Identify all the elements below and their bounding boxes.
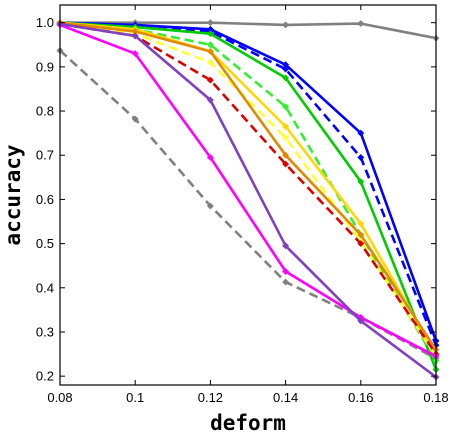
data-point (282, 74, 290, 82)
data-point (131, 32, 139, 40)
data-point (206, 96, 214, 104)
y-tick-label: 0.3 (36, 324, 54, 339)
series-line (59, 23, 437, 358)
data-point (206, 153, 214, 161)
y-tick-label: 1.0 (36, 15, 54, 30)
data-point (131, 50, 139, 58)
data-point (357, 129, 365, 137)
series-line (60, 21, 437, 40)
data-point (357, 240, 365, 248)
series-line (59, 21, 438, 351)
data-point (206, 76, 214, 84)
data-point (357, 317, 365, 325)
data-point (357, 153, 365, 161)
data-point (357, 220, 365, 228)
data-point (282, 160, 290, 168)
series-line (59, 21, 438, 342)
data-point (357, 20, 365, 28)
y-tick-label: 0.5 (36, 236, 54, 251)
x-axis-title: deform (210, 411, 286, 435)
series-line (59, 21, 438, 355)
x-tick-label: 0.12 (198, 390, 223, 405)
series-line (59, 21, 438, 370)
data-point (206, 19, 214, 27)
y-tick-label: 0.6 (36, 192, 54, 207)
y-tick-label: 0.7 (36, 148, 54, 163)
data-point (357, 178, 365, 186)
x-tick-label: 0.16 (348, 390, 373, 405)
data-point (206, 30, 214, 38)
series-2 (56, 46, 440, 363)
data-point (206, 47, 214, 55)
series-3 (56, 19, 440, 345)
data-point (206, 202, 214, 210)
data-point (282, 278, 290, 286)
data-point (282, 65, 290, 73)
series-layer (56, 19, 440, 381)
series-9 (56, 19, 440, 354)
series-4 (56, 19, 440, 349)
series-1 (56, 19, 440, 42)
data-point (282, 151, 290, 159)
data-point (131, 115, 139, 123)
series-line (59, 22, 438, 358)
data-point (282, 103, 290, 111)
series-line (59, 49, 437, 360)
series-line (59, 22, 438, 362)
series-5 (56, 19, 440, 374)
y-tick-label: 0.4 (36, 280, 54, 295)
data-point (206, 58, 214, 66)
data-point (282, 242, 290, 250)
series-12 (56, 20, 440, 381)
series-line (59, 22, 438, 355)
y-tick-label: 0.2 (36, 369, 54, 384)
x-tick-label: 0.18 (423, 390, 448, 405)
x-tick-label: 0.14 (273, 390, 298, 405)
data-point (282, 134, 290, 142)
y-axis-title: accuracy (1, 144, 25, 246)
series-line (59, 22, 437, 379)
plot-frame (59, 4, 437, 386)
data-point (357, 231, 365, 239)
ticks-layer: 0.08 0.1 0.12 0.14 0.16 0.18 0.2 0.3 0.4 0.5 0.6 0.… (36, 5, 449, 405)
data-point (282, 122, 290, 131)
data-point (282, 21, 290, 29)
y-tick-label: 0.9 (36, 59, 54, 74)
x-tick-label: 0.1 (126, 390, 144, 405)
x-tick-label: 0.08 (47, 390, 72, 405)
y-tick-label: 0.8 (36, 104, 54, 119)
data-point (282, 267, 290, 275)
